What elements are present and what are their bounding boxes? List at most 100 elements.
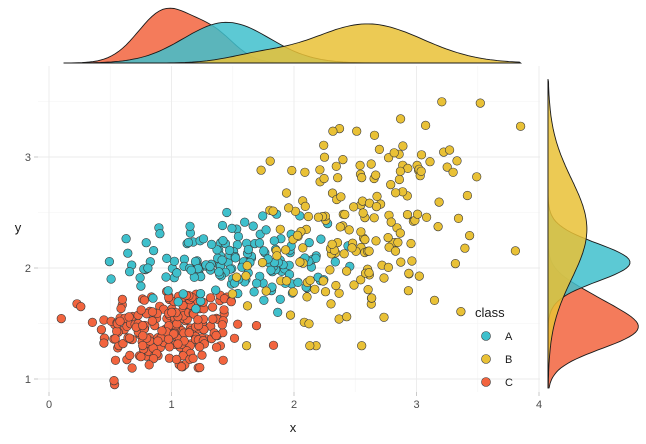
x-tick-label: 1 <box>168 399 174 411</box>
point-a <box>316 234 326 244</box>
point-b <box>318 276 328 286</box>
point-b <box>327 239 337 249</box>
point-c <box>164 342 175 352</box>
point-b <box>364 246 374 256</box>
point-b <box>393 237 403 247</box>
point-c <box>229 333 240 343</box>
point-b <box>407 256 417 266</box>
point-b <box>406 238 416 249</box>
point-b <box>326 299 336 309</box>
point-b <box>261 286 271 296</box>
point-b <box>293 230 303 240</box>
point-a <box>185 221 195 231</box>
point-c <box>218 355 228 365</box>
point-b <box>433 222 443 232</box>
point-b <box>364 268 374 278</box>
point-b <box>257 258 268 268</box>
right-density-b <box>547 79 588 389</box>
point-c <box>219 305 229 315</box>
point-c <box>116 303 126 314</box>
point-c <box>251 321 262 331</box>
y-axis-title: y <box>15 220 22 235</box>
point-a <box>163 286 173 296</box>
point-a <box>259 246 269 256</box>
point-b <box>371 236 381 246</box>
point-b <box>300 167 310 177</box>
point-b <box>403 286 414 296</box>
point-b <box>227 289 238 299</box>
point-c <box>148 354 159 364</box>
point-b <box>434 197 444 207</box>
point-a <box>205 262 215 272</box>
point-b <box>394 174 405 185</box>
point-c <box>211 342 222 352</box>
point-a <box>148 293 158 303</box>
point-a <box>233 231 243 242</box>
point-b <box>396 257 406 267</box>
point-b <box>319 173 329 184</box>
point-b <box>429 295 440 306</box>
point-a <box>211 285 221 295</box>
point-a <box>243 245 253 255</box>
legend-label-b: B <box>505 354 512 366</box>
point-a <box>275 294 285 304</box>
point-c <box>76 302 86 312</box>
point-c <box>139 295 149 305</box>
right-marginal-density <box>547 79 639 389</box>
point-b <box>320 287 331 297</box>
point-a <box>149 246 159 256</box>
point-b <box>422 212 432 222</box>
point-b <box>285 310 296 320</box>
point-b <box>445 145 455 155</box>
point-c <box>87 317 97 328</box>
point-b <box>383 262 394 273</box>
point-b <box>349 202 359 212</box>
point-a <box>269 236 279 246</box>
point-a <box>218 236 228 246</box>
point-a <box>240 217 250 227</box>
point-b <box>333 173 343 183</box>
point-a <box>217 220 228 231</box>
point-b <box>349 280 359 290</box>
y-tick-label: 1 <box>25 374 31 386</box>
point-b <box>460 243 470 253</box>
point-b <box>268 206 278 216</box>
point-b <box>357 341 367 351</box>
point-c <box>197 350 207 360</box>
point-b <box>342 266 352 276</box>
point-b <box>360 235 370 245</box>
point-b <box>389 148 399 158</box>
point-b <box>416 166 426 176</box>
point-b <box>340 209 350 220</box>
point-b <box>300 201 310 211</box>
legend-key-a <box>481 331 491 341</box>
point-c <box>268 340 279 350</box>
point-a <box>222 207 232 218</box>
point-b <box>319 152 330 162</box>
point-b <box>357 173 367 183</box>
point-b <box>336 192 346 202</box>
point-a <box>173 297 183 307</box>
legend: class A B C <box>475 305 513 389</box>
point-b <box>366 159 376 169</box>
point-b <box>363 285 373 295</box>
point-c <box>153 336 163 346</box>
point-c <box>110 334 120 344</box>
point-b <box>355 160 365 170</box>
point-b <box>372 191 382 201</box>
point-a <box>207 239 217 249</box>
legend-key-b <box>481 354 491 364</box>
point-a <box>258 211 268 221</box>
legend-label-c: C <box>505 377 513 389</box>
point-b <box>402 210 413 220</box>
point-b <box>413 209 423 219</box>
point-b <box>386 180 396 190</box>
point-a <box>143 263 153 273</box>
point-b <box>515 121 526 131</box>
point-c <box>173 339 183 349</box>
point-b <box>256 165 266 175</box>
point-a <box>196 289 206 299</box>
point-a <box>125 267 135 277</box>
point-b <box>334 314 344 324</box>
